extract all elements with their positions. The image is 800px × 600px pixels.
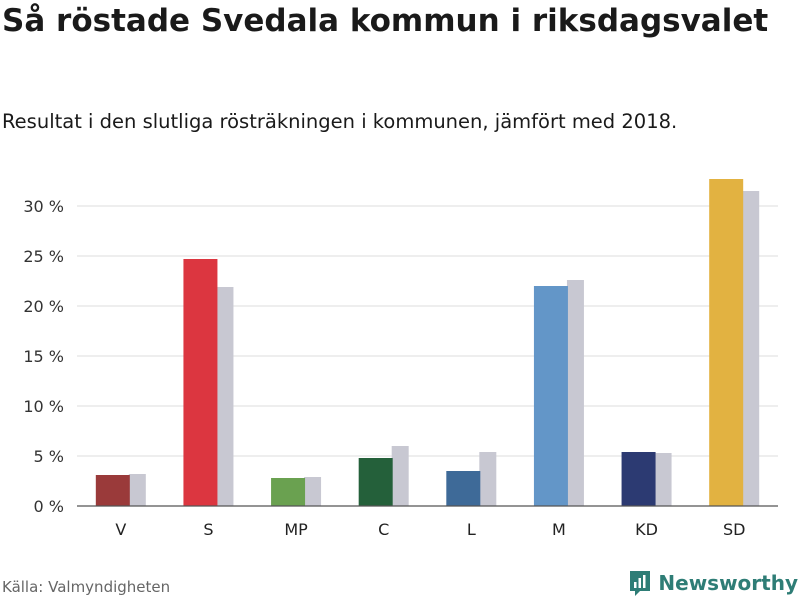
x-tick-label: SD	[723, 520, 745, 539]
x-tick-label: S	[203, 520, 213, 539]
bar-2018-c	[391, 446, 409, 506]
bar-2018-l	[479, 452, 497, 506]
bar-chart: 0 % 5 % 10 % 15 % 20 % 25 % 30 % V S MP C L M KD SD	[23, 179, 778, 539]
bar-2022-kd	[621, 452, 656, 506]
bar-2018-mp	[304, 477, 322, 506]
x-tick-label: V	[115, 520, 126, 539]
chart-title: Så röstade Svedala kommun i riksdagsvale…	[2, 3, 769, 39]
y-tick-label: 5 %	[34, 447, 64, 466]
bar-2018-sd	[742, 191, 760, 506]
chart-subtitle: Resultat i den slutliga rösträkningen i …	[2, 110, 678, 133]
bar-2022-v	[95, 475, 130, 506]
source-note: Källa: Valmyndigheten	[2, 578, 171, 596]
newsworthy-icon	[630, 571, 651, 596]
bar-2022-c	[358, 458, 393, 506]
x-tick-label: KD	[635, 520, 658, 539]
y-tick-label: 20 %	[23, 297, 64, 316]
bar-2018-s	[216, 287, 234, 506]
x-tick-label: C	[378, 520, 389, 539]
bar-2022-s	[183, 259, 218, 506]
bar-2018-kd	[654, 453, 672, 506]
bar-2022-sd	[709, 179, 744, 506]
x-tick-label: MP	[284, 520, 308, 539]
bar-2018-m	[566, 280, 584, 506]
y-tick-label: 25 %	[23, 247, 64, 266]
brand-logo: Newsworthy	[628, 567, 798, 599]
brand-name: Newsworthy	[658, 571, 798, 595]
bar-2022-mp	[271, 478, 306, 506]
y-tick-label: 15 %	[23, 347, 64, 366]
x-tick-label: L	[467, 520, 476, 539]
bar-2018-v	[128, 474, 146, 506]
y-tick-label: 10 %	[23, 397, 64, 416]
y-tick-label: 30 %	[23, 197, 64, 216]
x-tick-label: M	[552, 520, 566, 539]
bar-2022-m	[533, 286, 568, 506]
y-tick-label: 0 %	[34, 497, 64, 516]
bar-2022-l	[446, 471, 481, 506]
